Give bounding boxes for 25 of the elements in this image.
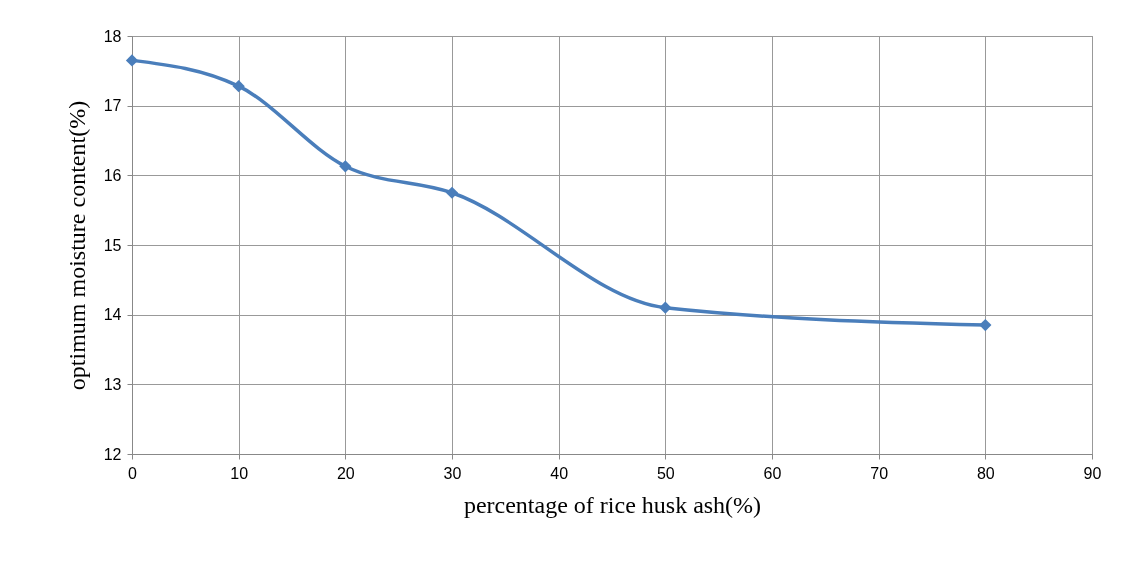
y-tick-label: 12 xyxy=(103,445,122,463)
x-tick-label: 20 xyxy=(336,464,355,482)
point xyxy=(339,160,352,173)
x-tick-label: 70 xyxy=(870,464,889,482)
y-axis-title: optimum moisture content(%) xyxy=(63,100,90,391)
x-tick-label: 10 xyxy=(230,464,249,482)
x-tick-label: 40 xyxy=(550,464,569,482)
point xyxy=(125,54,139,67)
x-tick-label: 90 xyxy=(1083,464,1102,482)
y-tick-label: 18 xyxy=(103,27,122,45)
point xyxy=(445,186,459,199)
y-tick-label: 16 xyxy=(103,166,122,184)
x-tick-label: 60 xyxy=(763,464,782,482)
y-tick-label: 14 xyxy=(103,306,122,324)
y-tick-label: 17 xyxy=(103,97,122,115)
x-tick-label: 30 xyxy=(443,464,462,482)
x-tick-label: 0 xyxy=(128,464,138,482)
y-tick-label: 15 xyxy=(103,236,122,254)
x-tick-label: 50 xyxy=(656,464,675,482)
point xyxy=(232,80,245,93)
x-axis-title: percentage of rice husk ash(%) xyxy=(463,491,762,518)
point xyxy=(659,301,672,314)
y-tick-label: 13 xyxy=(103,375,122,393)
x-tick-label: 80 xyxy=(976,464,995,482)
point xyxy=(979,318,992,332)
